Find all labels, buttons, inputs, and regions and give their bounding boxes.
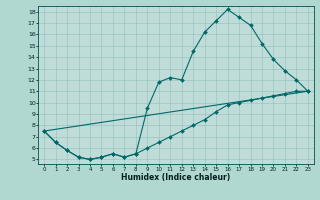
X-axis label: Humidex (Indice chaleur): Humidex (Indice chaleur) <box>121 173 231 182</box>
